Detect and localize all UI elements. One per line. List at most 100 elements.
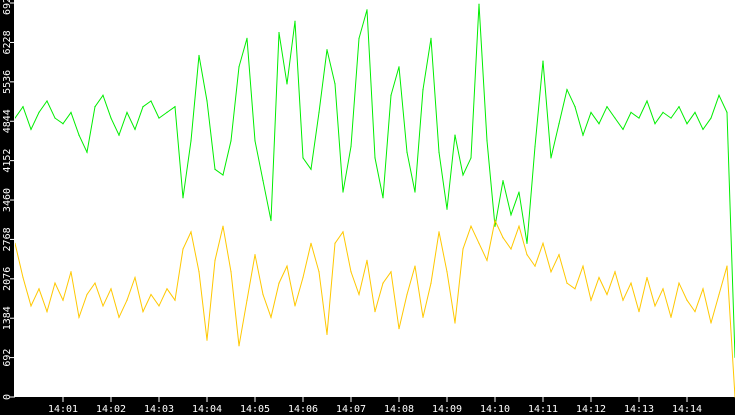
data-point: [558, 123, 560, 125]
data-point: [438, 151, 440, 153]
data-point: [366, 259, 368, 261]
data-point: [518, 191, 520, 193]
data-point: [606, 293, 608, 296]
data-point: [334, 242, 336, 244]
data-point: [566, 88, 568, 91]
data-point: [286, 265, 288, 267]
axes-layer: 0 692 1384 2076 2768 3460 4152 4844 5536 6228 6921…: [2, 0, 702, 415]
data-point: [382, 197, 384, 199]
x-tick-label: 14:05: [240, 404, 270, 415]
data-point: [438, 231, 440, 233]
data-point: [678, 106, 680, 108]
data-point: [462, 248, 464, 250]
data-point: [502, 180, 504, 182]
data-point: [302, 157, 304, 159]
data-point: [94, 106, 96, 108]
data-point: [318, 271, 320, 273]
data-point: [142, 106, 144, 108]
data-point: [358, 293, 360, 296]
data-point: [710, 117, 712, 119]
x-tick-label: 14:09: [432, 404, 462, 415]
y-tick-label: 4844: [2, 109, 13, 133]
data-point: [630, 282, 632, 284]
data-point: [78, 316, 80, 318]
data-point: [134, 128, 136, 131]
data-point: [158, 117, 160, 119]
data-point: [574, 106, 576, 108]
data-point: [126, 111, 128, 113]
data-point: [406, 151, 408, 153]
data-point: [558, 254, 560, 256]
data-point: [166, 111, 168, 113]
data-point: [230, 140, 232, 142]
data-point: [454, 134, 456, 136]
data-point: [142, 311, 144, 313]
data-point: [534, 145, 536, 148]
data-point: [486, 140, 488, 142]
data-point: [70, 271, 72, 273]
data-point: [158, 305, 160, 307]
data-point: [342, 231, 344, 233]
data-point: [446, 208, 448, 210]
data-point: [78, 134, 80, 136]
data-point: [62, 299, 64, 301]
data-point: [646, 100, 648, 102]
data-point: [726, 111, 728, 113]
data-point: [38, 288, 40, 290]
data-point: [654, 123, 656, 125]
data-point: [694, 311, 696, 313]
data-point: [470, 225, 472, 227]
y-tick-label: 2076: [2, 267, 13, 291]
data-point: [110, 117, 112, 119]
data-point: [694, 111, 696, 113]
data-point: [270, 219, 272, 222]
data-point: [222, 225, 224, 227]
data-point: [662, 288, 664, 290]
data-point: [198, 271, 200, 273]
data-point: [398, 66, 400, 68]
data-point: [622, 128, 624, 131]
data-point: [470, 157, 472, 159]
data-point: [350, 145, 352, 148]
y-tick-label: 2768: [2, 227, 13, 251]
data-point: [102, 305, 104, 307]
data-point: [662, 111, 664, 113]
data-point: [510, 214, 512, 216]
data-point: [510, 248, 512, 250]
data-point: [654, 305, 656, 307]
data-point: [582, 134, 584, 136]
x-tick-label: 14:08: [384, 404, 414, 415]
data-point: [238, 66, 240, 68]
data-point: [182, 248, 184, 250]
data-point: [374, 311, 376, 313]
data-point: [478, 3, 480, 5]
data-point: [398, 328, 400, 330]
data-point: [230, 271, 232, 273]
data-point: [646, 276, 648, 279]
data-point: [710, 322, 712, 324]
y-tick-label: 5536: [2, 70, 13, 94]
data-point: [598, 123, 600, 125]
data-point: [678, 282, 680, 284]
x-tick-label: 14:01: [48, 404, 78, 415]
data-point: [686, 299, 688, 301]
data-point: [118, 316, 120, 318]
data-point: [46, 311, 48, 313]
data-point: [190, 140, 192, 142]
data-point: [86, 293, 88, 296]
data-point: [542, 242, 544, 244]
data-point: [630, 111, 632, 113]
data-point: [638, 117, 640, 119]
data-point: [374, 157, 376, 159]
data-point: [206, 339, 208, 341]
data-point: [22, 106, 24, 108]
data-point: [718, 94, 720, 96]
data-point: [102, 94, 104, 96]
data-point: [118, 134, 120, 136]
data-point: [686, 123, 688, 125]
data-point: [486, 259, 488, 261]
data-point: [526, 242, 528, 244]
data-point: [94, 282, 96, 284]
data-point: [342, 191, 344, 193]
